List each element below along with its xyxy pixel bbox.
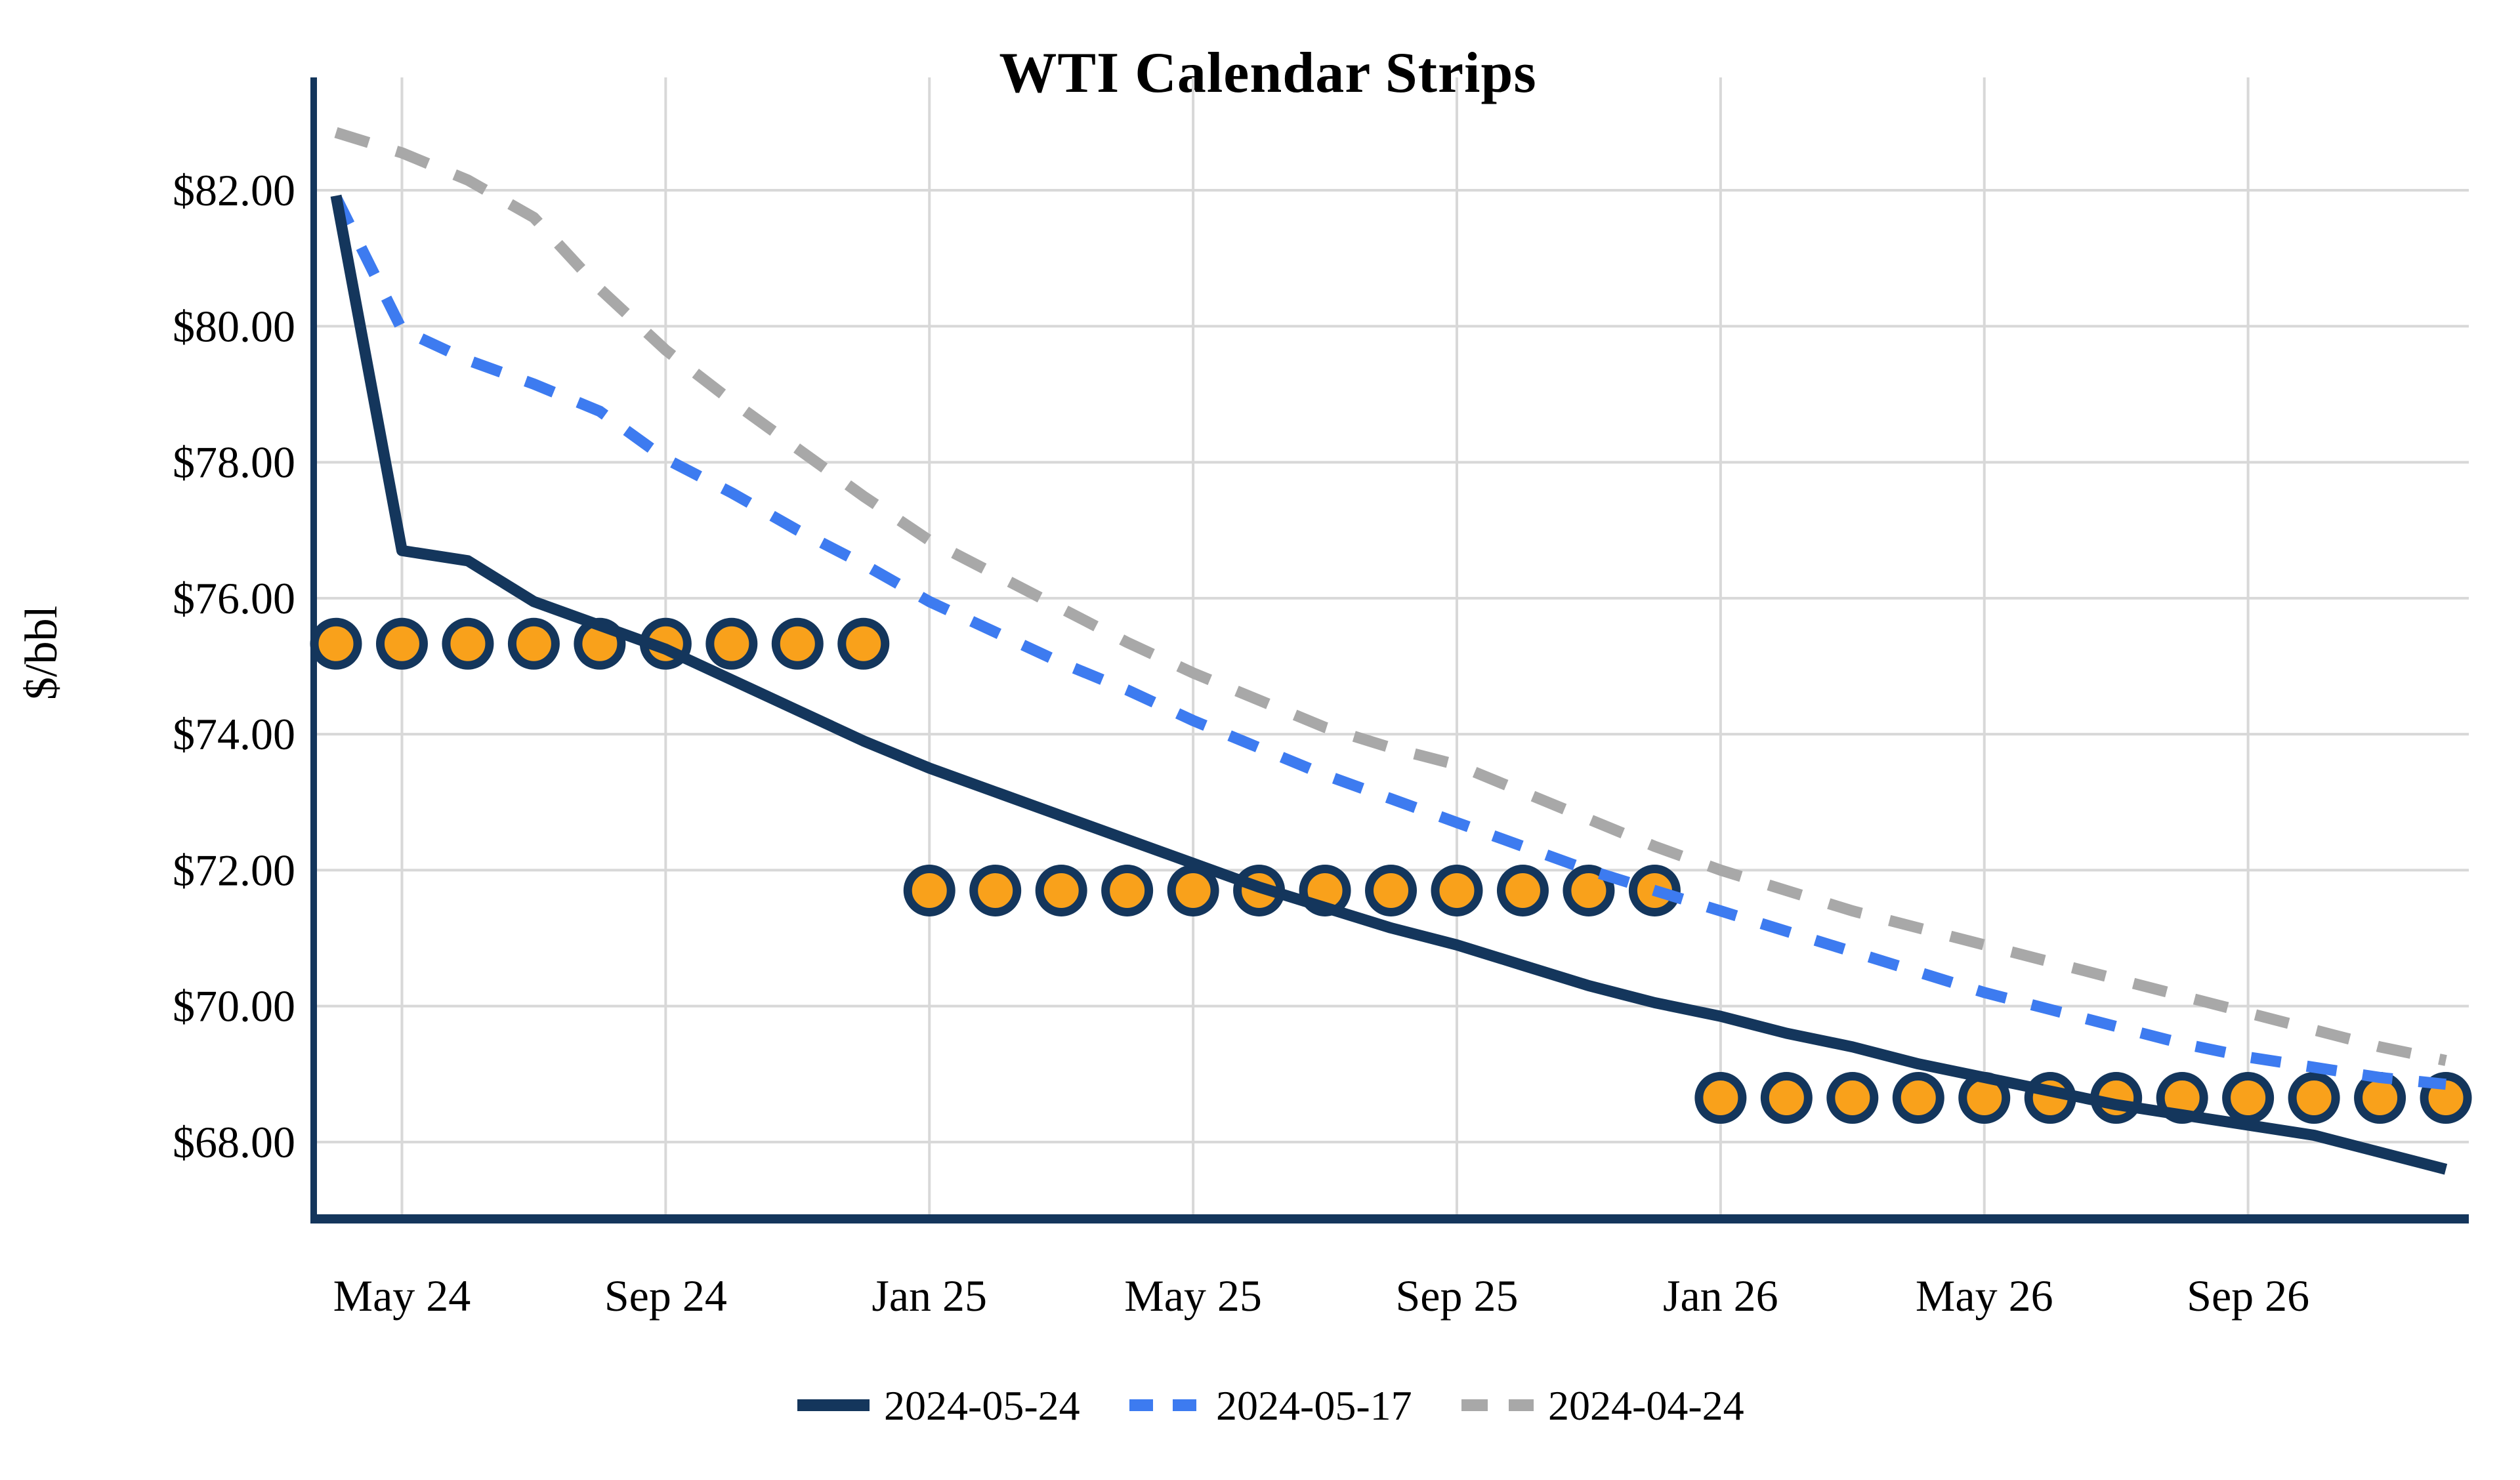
y-tick-label: $78.00 xyxy=(173,438,295,487)
series-line-2024-05-24 xyxy=(330,194,2448,1175)
x-tick-label: Sep 25 xyxy=(1395,1271,1518,1321)
x-tick-label: May 24 xyxy=(333,1271,471,1321)
y-tick-label: $80.00 xyxy=(173,301,295,351)
strip-marker xyxy=(1167,864,1219,916)
strip-marker xyxy=(375,617,428,670)
strip-marker xyxy=(310,617,362,670)
strip-marker xyxy=(771,617,824,670)
series-line-2024-04-24 xyxy=(334,127,2447,1066)
strip-marker xyxy=(507,617,560,670)
legend-label: 2024-05-17 xyxy=(1216,1382,1412,1429)
strip-marker xyxy=(2222,1072,2275,1124)
strip-marker xyxy=(837,617,890,670)
strip-marker xyxy=(1035,864,1087,916)
strip-marker xyxy=(1431,864,1483,916)
legend-label: 2024-04-24 xyxy=(1548,1382,1744,1429)
y-tick-label: $82.00 xyxy=(173,165,295,215)
strip-marker xyxy=(969,864,1022,916)
strip-marker xyxy=(1694,1072,1747,1124)
y-tick-label: $74.00 xyxy=(173,709,295,759)
strip-marker xyxy=(1826,1072,1879,1124)
x-tick-label: Jan 25 xyxy=(872,1271,987,1321)
x-tick-label: Jan 26 xyxy=(1663,1271,1778,1321)
x-tick-label: May 25 xyxy=(1124,1271,1262,1321)
y-tick-label: $76.00 xyxy=(173,573,295,623)
strip-marker xyxy=(1892,1072,1944,1124)
x-tick-label: Sep 26 xyxy=(2187,1271,2309,1321)
strip-marker xyxy=(705,617,758,670)
x-tick-label: Sep 24 xyxy=(604,1271,727,1321)
x-tick-label: May 26 xyxy=(1916,1271,2053,1321)
strip-marker xyxy=(1563,864,1615,916)
y-tick-label: $68.00 xyxy=(173,1117,295,1167)
strip-marker xyxy=(1365,864,1418,916)
strip-marker xyxy=(1760,1072,1813,1124)
strip-marker xyxy=(2288,1072,2340,1124)
chart-title: WTI Calendar Strips xyxy=(999,41,1537,105)
strip-marker xyxy=(442,617,494,670)
y-tick-label: $70.00 xyxy=(173,981,295,1031)
legend-label: 2024-05-24 xyxy=(884,1382,1080,1429)
strip-marker xyxy=(1496,864,1549,916)
series-line-2024-05-17 xyxy=(331,194,2446,1090)
y-tick-label: $72.00 xyxy=(173,845,295,895)
strip-marker xyxy=(903,864,956,916)
strip-marker xyxy=(1101,864,1154,916)
